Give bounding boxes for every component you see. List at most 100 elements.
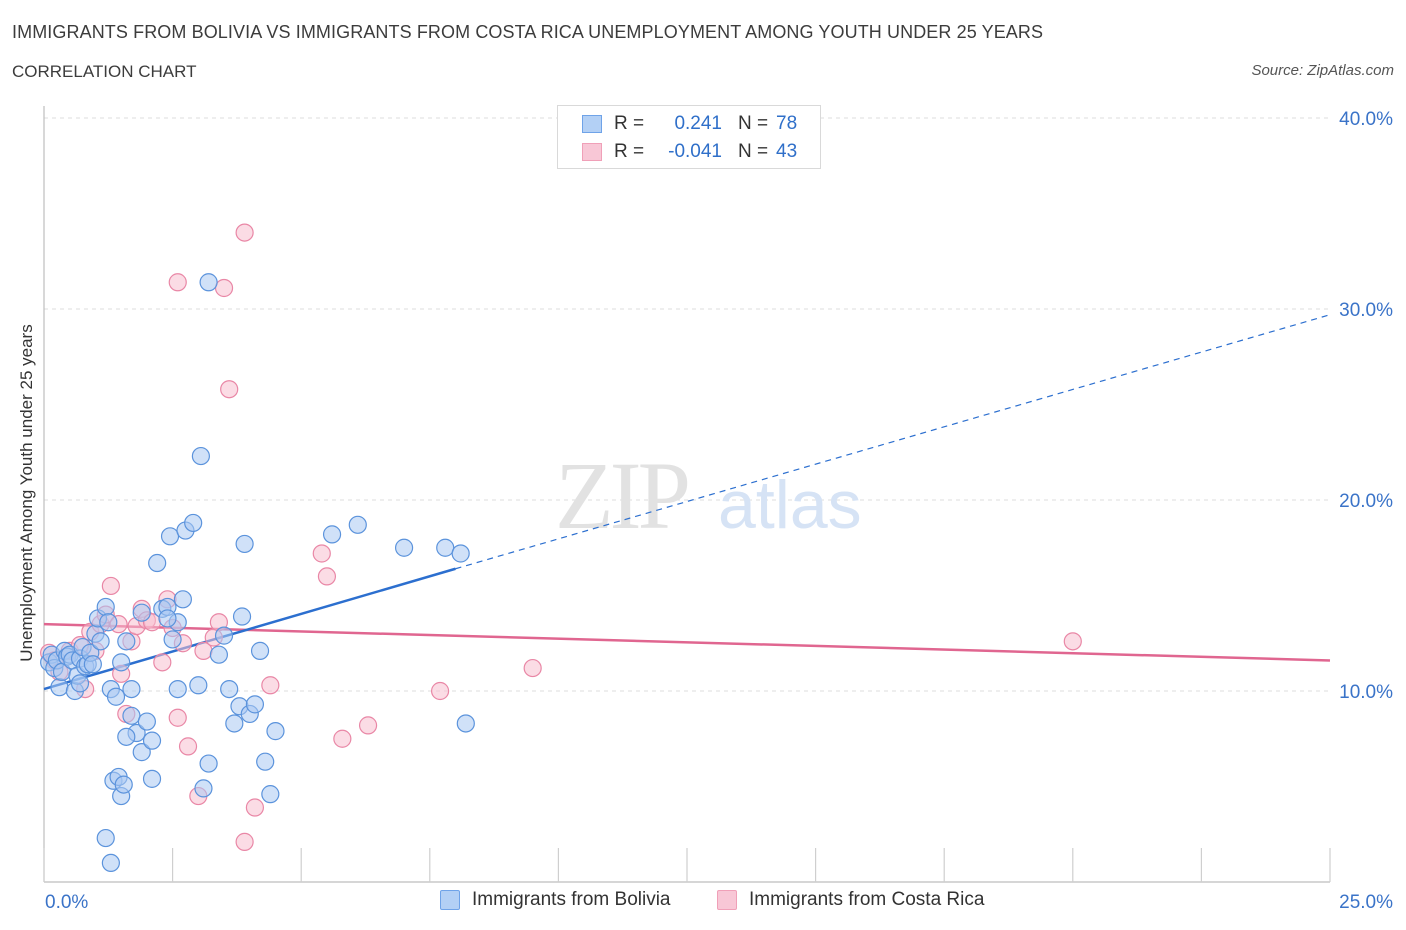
y-tick-label: 30.0% <box>1339 300 1393 321</box>
n-value: 43 <box>776 141 798 162</box>
bolivia-point <box>194 779 213 798</box>
costarica-point <box>358 716 378 735</box>
x-tick-label: 25.0% <box>1339 892 1393 913</box>
costarica-point <box>178 737 198 756</box>
chart-title: IMMIGRANTS FROM BOLIVIA VS IMMIGRANTS FR… <box>12 22 1044 42</box>
stats-legend-row-costarica: R = -0.041 N = 43 <box>582 140 797 164</box>
bolivia-point <box>199 754 218 773</box>
bolivia-point <box>322 525 342 544</box>
bolivia-point <box>117 727 136 746</box>
bolivia-trendline <box>43 567 456 691</box>
watermark-atlas: atlas <box>718 467 862 543</box>
costarica-point <box>317 567 337 586</box>
y-tick-label: 10.0% <box>1339 682 1393 703</box>
bolivia-point <box>122 679 141 699</box>
bolivia-point <box>199 273 218 292</box>
legend-item-costarica[interactable]: Immigrants from Costa Rica <box>717 889 984 911</box>
bolivia-point <box>214 626 234 645</box>
chart-subtitle: CORRELATION CHART <box>12 62 197 81</box>
y-tick-label: 40.0% <box>1339 109 1393 130</box>
r-value: 0.241 <box>674 113 722 134</box>
x-tick-label: 0.0% <box>45 892 88 913</box>
costarica-point <box>168 708 187 727</box>
bolivia-point <box>160 527 180 546</box>
bolivia-point <box>235 534 254 554</box>
bolivia-point <box>50 678 69 697</box>
bolivia-point <box>106 687 126 706</box>
costarica-point <box>1063 632 1082 651</box>
stats-legend: R = 0.241 N = 78 R = -0.041 N = 43 <box>557 105 821 169</box>
bolivia-point <box>137 712 156 731</box>
bolivia-point <box>158 609 177 628</box>
bolivia-point <box>256 752 275 771</box>
y-axis-label: Unemployment Among Youth under 25 years <box>17 324 36 661</box>
bolivia-point <box>117 632 136 651</box>
bolivia-point <box>96 597 115 617</box>
bolivia-trendline-extension <box>455 314 1331 570</box>
costarica-point <box>220 380 239 399</box>
n-label: N = <box>738 141 769 162</box>
costarica-point <box>101 576 120 596</box>
y-tick-label: 20.0% <box>1339 491 1393 512</box>
bolivia-point <box>245 695 265 714</box>
legend-label: Immigrants from Bolivia <box>472 889 671 910</box>
bolivia-point <box>394 538 414 557</box>
bolivia-point <box>209 645 228 664</box>
bolivia-point <box>232 607 252 626</box>
costarica-point <box>261 676 280 695</box>
costarica-legend-swatch <box>717 890 737 910</box>
series-legend: Immigrants from Bolivia Immigrants from … <box>0 889 1406 915</box>
bolivia-point <box>101 853 120 873</box>
bolivia-point <box>348 515 367 534</box>
bolivia-point <box>189 676 208 695</box>
bolivia-point <box>148 553 167 573</box>
bolivia-point <box>220 679 239 699</box>
costarica-point <box>430 681 450 701</box>
bolivia-point <box>142 731 162 750</box>
bolivia-point <box>191 446 210 466</box>
bolivia-point <box>99 613 118 632</box>
source-label: Source: ZipAtlas.com <box>1251 62 1394 79</box>
bolivia-point <box>451 544 470 563</box>
costarica-point <box>245 798 265 817</box>
bolivia-point <box>142 769 162 788</box>
bolivia-point <box>122 706 141 725</box>
costarica-point <box>214 278 234 298</box>
bolivia-point <box>173 590 192 609</box>
costarica-point <box>333 729 352 748</box>
costarica-point <box>235 223 254 242</box>
bolivia-point <box>96 828 115 848</box>
bolivia-point <box>261 785 280 804</box>
bolivia-point <box>266 722 285 741</box>
watermark-zip: ZIP <box>555 442 688 549</box>
bolivia-point <box>132 603 151 622</box>
costarica-point <box>168 273 187 292</box>
bolivia-point <box>70 674 90 693</box>
r-label: R = <box>614 113 645 134</box>
costarica-trendline <box>43 622 1331 662</box>
bolivia-swatch <box>582 115 602 133</box>
bolivia-point <box>83 655 102 674</box>
bolivia-point <box>436 538 455 557</box>
costarica-swatch <box>582 143 602 161</box>
n-value: 78 <box>776 113 798 134</box>
bolivia-point <box>91 632 110 651</box>
legend-item-bolivia[interactable]: Immigrants from Bolivia <box>440 889 671 911</box>
bolivia-point <box>184 513 203 533</box>
costarica-point <box>153 653 172 672</box>
bolivia-point <box>225 714 244 733</box>
costarica-point <box>235 832 254 851</box>
bolivia-point <box>112 653 131 672</box>
bolivia-point <box>168 679 187 699</box>
stats-legend-row-bolivia: R = 0.241 N = 78 <box>582 112 797 136</box>
costarica-point <box>312 544 331 563</box>
costarica-point <box>523 658 542 678</box>
bolivia-point <box>456 714 475 733</box>
r-label: R = <box>614 141 645 162</box>
bolivia-point <box>163 630 182 649</box>
bolivia-legend-swatch <box>440 890 460 910</box>
legend-label: Immigrants from Costa Rica <box>749 889 985 910</box>
n-label: N = <box>738 113 769 134</box>
bolivia-point <box>132 743 151 762</box>
